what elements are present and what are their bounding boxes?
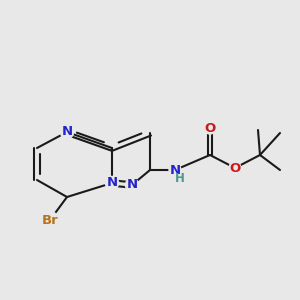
Circle shape — [105, 176, 119, 190]
Circle shape — [204, 122, 216, 134]
Circle shape — [125, 178, 139, 192]
Text: N: N — [169, 164, 181, 176]
Circle shape — [169, 164, 181, 176]
Text: N: N — [61, 125, 73, 139]
Text: O: O — [204, 122, 216, 134]
Circle shape — [229, 162, 241, 174]
Text: H: H — [175, 172, 184, 185]
Text: Br: Br — [42, 214, 58, 226]
Text: N: N — [106, 176, 118, 190]
Circle shape — [60, 125, 74, 139]
Text: N: N — [126, 178, 138, 191]
Text: O: O — [230, 161, 241, 175]
Circle shape — [42, 212, 58, 228]
